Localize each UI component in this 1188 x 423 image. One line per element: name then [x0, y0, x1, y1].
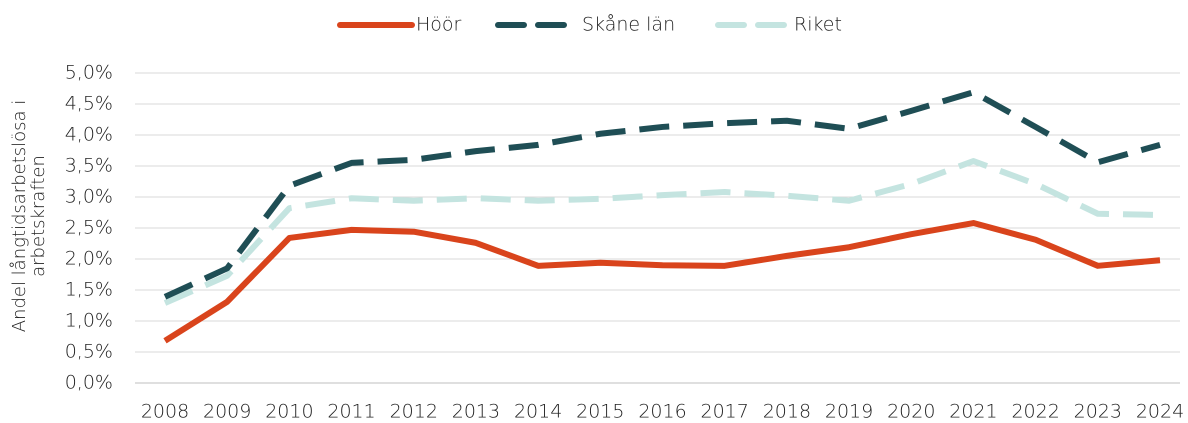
y-tick-label: 2,5% [65, 217, 113, 239]
y-tick-label: 0,0% [65, 372, 113, 394]
x-tick-label: 2008 [141, 401, 189, 423]
x-tick-label: 2019 [825, 401, 873, 423]
x-tick-label: 2018 [763, 401, 811, 423]
y-axis-label: arbetskraften [28, 155, 49, 277]
y-tick-label: 3,5% [65, 155, 113, 177]
x-tick-label: 2021 [949, 401, 997, 423]
legend-label: Skåne län [582, 14, 675, 36]
legend-label: Riket [794, 14, 842, 36]
y-tick-label: 0,5% [65, 341, 113, 363]
y-tick-label: 4,5% [65, 93, 113, 115]
y-tick-label: 2,0% [65, 248, 113, 270]
y-tick-label: 3,0% [65, 186, 113, 208]
line-series [163, 220, 1161, 344]
x-tick-label: 2016 [638, 401, 686, 423]
x-tick-label: 2022 [1011, 401, 1059, 423]
y-tick-label: 1,5% [65, 279, 113, 301]
line-series [163, 89, 1161, 300]
x-tick-label: 2009 [203, 401, 251, 423]
line-series [163, 158, 1161, 306]
y-axis-label: Andel långtidsarbetslösa i [9, 100, 30, 333]
x-tick-label: 2010 [265, 401, 313, 423]
y-tick-label: 4,0% [65, 124, 113, 146]
legend-label: Höör [416, 14, 462, 36]
x-tick-label: 2023 [1074, 401, 1122, 423]
x-tick-label: 2020 [887, 401, 935, 423]
x-tick-label: 2017 [701, 401, 749, 423]
x-tick-label: 2015 [576, 401, 624, 423]
x-tick-label: 2012 [390, 401, 438, 423]
x-tick-label: 2011 [327, 401, 375, 423]
x-tick-label: 2024 [1136, 401, 1184, 423]
x-tick-label: 2013 [452, 401, 500, 423]
y-tick-label: 1,0% [65, 310, 113, 332]
x-tick-label: 2014 [514, 401, 562, 423]
y-tick-label: 5,0% [65, 62, 113, 84]
